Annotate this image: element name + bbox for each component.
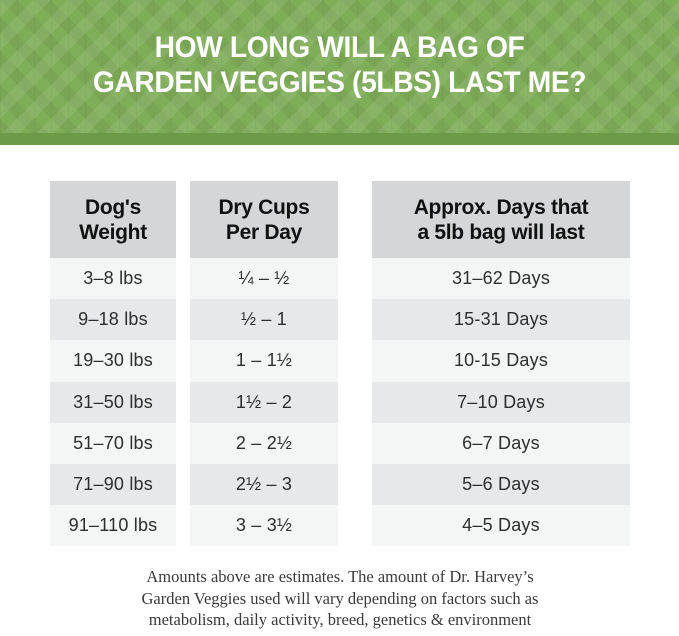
table-cell-days-2: 15-31 Days	[372, 299, 630, 341]
column-dry-cups-per-day: Dry Cups Per Day ¼ – ½ ½ – 1 1 – 1½ 1½ –…	[190, 181, 338, 547]
table-cell-days-6: 5–6 Days	[372, 463, 630, 506]
table-cell-days-7: 4–5 Days	[372, 505, 630, 547]
column-header-approx-days-line-1: Approx. Days that	[413, 195, 589, 219]
table-cell-days-4: 7–10 Days	[372, 381, 630, 423]
column-approx-days: Approx. Days that a 5lb bag will last 31…	[372, 181, 630, 547]
table-cell-cups-7: 3 – 3½	[190, 505, 338, 547]
column-dogs-weight: Dog's Weight 3–8 lbs 9–18 lbs 19–30 lbs …	[50, 181, 176, 547]
footnote-line-3: metabolism, daily activity, breed, genet…	[148, 610, 532, 629]
table-cell-cups-4: 1½ – 2	[190, 381, 338, 423]
footnote-line-2: Garden Veggies used will vary depending …	[141, 588, 539, 608]
banner-bottom-bar	[0, 133, 679, 145]
page-title-line-1: HOW LONG WILL A BAG OF	[154, 31, 525, 64]
column-header-dogs-weight-line-2: Weight	[79, 220, 147, 244]
chevron-pattern-background	[0, 0, 679, 133]
table-cell-weight-3: 19–30 lbs	[50, 340, 176, 382]
header-banner: HOW LONG WILL A BAG OF GARDEN VEGGIES (5…	[0, 0, 679, 145]
column-header-approx-days-line-2: a 5lb bag will last	[417, 220, 585, 244]
table-cell-weight-6: 71–90 lbs	[50, 463, 176, 506]
table-cell-cups-6: 2½ – 3	[190, 463, 338, 506]
table-cell-weight-1: 3–8 lbs	[50, 258, 176, 300]
table-cell-weight-5: 51–70 lbs	[50, 422, 176, 464]
column-header-dry-cups-line-1: Dry Cups	[218, 195, 310, 219]
table-cell-weight-4: 31–50 lbs	[50, 381, 176, 423]
column-header-dogs-weight: Dog's Weight	[50, 181, 176, 258]
column-header-approx-days: Approx. Days that a 5lb bag will last	[372, 181, 630, 258]
column-header-dry-cups-line-2: Per Day	[225, 220, 303, 244]
table-cell-cups-1: ¼ – ½	[190, 258, 338, 300]
footnote-line-1: Amounts above are estimates. The amount …	[146, 567, 534, 586]
column-header-dry-cups: Dry Cups Per Day	[190, 181, 338, 258]
table-cell-days-5: 6–7 Days	[372, 422, 630, 464]
page-title: HOW LONG WILL A BAG OF GARDEN VEGGIES (5…	[20, 30, 658, 100]
table-cell-days-1: 31–62 Days	[372, 258, 630, 300]
table-cell-cups-2: ½ – 1	[190, 299, 338, 341]
column-header-dogs-weight-line-1: Dog's	[85, 195, 141, 219]
feeding-guide-table: Dog's Weight 3–8 lbs 9–18 lbs 19–30 lbs …	[50, 181, 630, 547]
page-title-line-2: GARDEN VEGGIES (5LBS) LAST ME?	[92, 66, 587, 99]
table-cell-cups-3: 1 – 1½	[190, 340, 338, 382]
footnote-disclaimer: Amounts above are estimates. The amount …	[60, 566, 620, 631]
table-cell-weight-2: 9–18 lbs	[50, 299, 176, 341]
table-cell-cups-5: 2 – 2½	[190, 422, 338, 464]
table-cell-days-3: 10-15 Days	[372, 340, 630, 382]
table-cell-weight-7: 91–110 lbs	[50, 505, 176, 547]
